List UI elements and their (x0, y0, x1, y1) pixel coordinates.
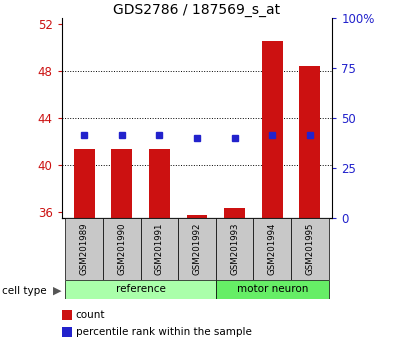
Title: GDS2786 / 187569_s_at: GDS2786 / 187569_s_at (113, 3, 281, 17)
Bar (111, 149, 132, 218)
Text: percentile rank within the sample: percentile rank within the sample (76, 327, 252, 337)
Text: GSM201991: GSM201991 (155, 222, 164, 275)
Text: reference: reference (116, 284, 166, 295)
Bar (149, 149, 170, 218)
Text: cell type: cell type (2, 286, 47, 296)
Bar (216, 280, 329, 299)
Text: GSM201995: GSM201995 (305, 222, 314, 275)
Bar (216, 218, 254, 280)
Bar (187, 215, 207, 218)
Bar (254, 218, 291, 280)
Bar (178, 218, 216, 280)
Bar (65, 280, 216, 299)
Bar (262, 41, 283, 218)
Text: GSM201989: GSM201989 (80, 222, 89, 275)
Text: GSM201994: GSM201994 (268, 222, 277, 275)
Text: GSM201992: GSM201992 (193, 222, 201, 275)
Bar (291, 218, 329, 280)
Text: count: count (76, 310, 105, 320)
Text: ▶: ▶ (53, 286, 61, 296)
Bar (140, 218, 178, 280)
Text: motor neuron: motor neuron (236, 284, 308, 295)
Text: GSM201990: GSM201990 (117, 222, 126, 275)
Bar (224, 208, 245, 218)
Bar (74, 149, 95, 218)
Bar (299, 66, 320, 218)
Bar (103, 218, 140, 280)
Bar (65, 218, 103, 280)
Text: GSM201993: GSM201993 (230, 222, 239, 275)
